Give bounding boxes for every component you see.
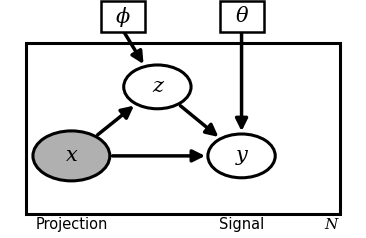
Text: Signal: Signal — [219, 217, 264, 233]
Text: θ: θ — [235, 7, 248, 26]
Circle shape — [124, 65, 191, 109]
Circle shape — [208, 134, 275, 178]
FancyBboxPatch shape — [101, 1, 145, 32]
Text: Projection: Projection — [35, 217, 108, 233]
Text: N: N — [325, 218, 338, 232]
Bar — [26, 43, 340, 214]
Circle shape — [33, 131, 110, 181]
Text: y: y — [236, 146, 247, 165]
Text: z: z — [152, 77, 163, 96]
FancyBboxPatch shape — [220, 1, 264, 32]
Text: x: x — [66, 146, 77, 165]
Text: ϕ: ϕ — [116, 7, 130, 27]
